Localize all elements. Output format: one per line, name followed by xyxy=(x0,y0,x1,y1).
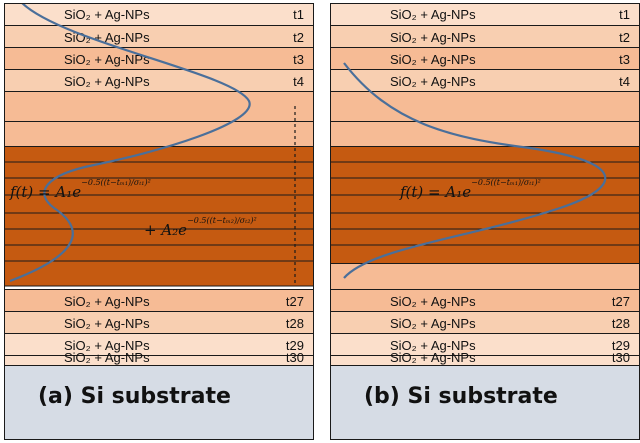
layer-t3: SiO₂ + Ag-NPs t3 xyxy=(4,47,314,69)
formula-base-2: + A₂e xyxy=(144,221,188,239)
dense-core-layers xyxy=(4,146,314,286)
layer-label: SiO₂ + Ag-NPs xyxy=(390,294,476,309)
formula-exponent-1: −0.5((t−tₘ₁)/σₜ₁)² xyxy=(81,178,151,187)
layer-divider xyxy=(4,121,314,122)
layer-label: SiO₂ + Ag-NPs xyxy=(64,316,150,331)
layer-tag: t27 xyxy=(611,294,630,309)
layer-label: SiO₂ + Ag-NPs xyxy=(64,7,150,22)
layer-t2: SiO₂ + Ag-NPs t2 xyxy=(4,25,314,47)
layer-tag: t1 xyxy=(293,7,304,22)
layer-tag: t30 xyxy=(611,350,630,365)
layer-tag: t29 xyxy=(611,338,630,353)
layer-t27: SiO₂ + Ag-NPs t27 xyxy=(4,289,314,311)
layer-t29: SiO₂ + Ag-NPs t29 xyxy=(330,333,640,355)
intermediate-layers xyxy=(4,91,314,146)
distribution-curve xyxy=(9,3,251,283)
layer-tag: t4 xyxy=(293,74,304,89)
layer-tag: t28 xyxy=(285,316,304,331)
layer-t30: SiO₂ + Ag-NPs t30 xyxy=(4,350,314,365)
panel-a: SiO₂ + Ag-NPs t1 SiO₂ + Ag-NPs t2 SiO₂ +… xyxy=(4,3,314,440)
formula-exponent-1: −0.5((t−tₘ₁)/σₜ₁)² xyxy=(471,178,541,187)
layer-label: SiO₂ + Ag-NPs xyxy=(64,74,150,89)
distribution-curve xyxy=(343,62,607,279)
substrate-label: (b) Si substrate xyxy=(364,384,558,409)
layer-label: SiO₂ + Ag-NPs xyxy=(64,30,150,45)
formula-exponent-2: −0.5((t−tₘ₂)/σₜ₂)² xyxy=(187,216,257,225)
layer-label: SiO₂ + Ag-NPs xyxy=(390,338,476,353)
si-substrate: (a) Si substrate xyxy=(4,365,314,440)
layer-tag: t2 xyxy=(619,30,630,45)
si-substrate: (b) Si substrate xyxy=(330,365,640,440)
layer-t1: SiO₂ + Ag-NPs t1 xyxy=(4,3,314,25)
layer-tag: t3 xyxy=(293,52,304,67)
layer-tag: t29 xyxy=(285,338,304,353)
formula-base-1: f(t) = A₁e xyxy=(10,183,82,201)
layer-divider xyxy=(330,121,640,122)
formula-term-1: f(t) = A₁e−0.5((t−tₘ₁)/σₜ₁)² xyxy=(400,178,541,201)
layer-t4: SiO₂ + Ag-NPs t4 xyxy=(330,69,640,91)
substrate-label: (a) Si substrate xyxy=(38,384,231,409)
layer-label: SiO₂ + Ag-NPs xyxy=(64,294,150,309)
dense-core-layers xyxy=(330,146,640,263)
layer-tag: t3 xyxy=(619,52,630,67)
layer-tag: t4 xyxy=(619,74,630,89)
layer-t28: SiO₂ + Ag-NPs t28 xyxy=(4,311,314,333)
formula-base-1: f(t) = A₁e xyxy=(400,183,472,201)
layer-label: SiO₂ + Ag-NPs xyxy=(390,30,476,45)
layer-label: SiO₂ + Ag-NPs xyxy=(64,52,150,67)
layer-label: SiO₂ + Ag-NPs xyxy=(390,52,476,67)
layer-label: SiO₂ + Ag-NPs xyxy=(390,350,476,365)
layer-label: SiO₂ + Ag-NPs xyxy=(390,316,476,331)
layer-t30: SiO₂ + Ag-NPs t30 xyxy=(330,350,640,365)
layer-t28: SiO₂ + Ag-NPs t28 xyxy=(330,311,640,333)
layer-label: SiO₂ + Ag-NPs xyxy=(64,338,150,353)
layer-label: SiO₂ + Ag-NPs xyxy=(390,74,476,89)
layer-tag: t30 xyxy=(285,350,304,365)
layer-label: SiO₂ + Ag-NPs xyxy=(64,350,150,365)
layer-tag: t1 xyxy=(619,7,630,22)
layer-tag: t27 xyxy=(285,294,304,309)
layer-t4: SiO₂ + Ag-NPs t4 xyxy=(4,69,314,91)
layer-t27: SiO₂ + Ag-NPs t27 xyxy=(330,289,640,311)
layer-t3: SiO₂ + Ag-NPs t3 xyxy=(330,47,640,69)
layer-tag: t28 xyxy=(611,316,630,331)
formula-term-2: + A₂e−0.5((t−tₘ₂)/σₜ₂)² xyxy=(144,216,257,239)
layer-label: SiO₂ + Ag-NPs xyxy=(390,7,476,22)
formula-term-1: f(t) = A₁e−0.5((t−tₘ₁)/σₜ₁)² xyxy=(10,178,151,201)
layer-lines-and-distribution xyxy=(4,3,314,287)
intermediate-layers-lower xyxy=(330,263,640,289)
layer-lines-and-distribution xyxy=(330,62,640,279)
layer-t1: SiO₂ + Ag-NPs t1 xyxy=(330,3,640,25)
panel-b: SiO₂ + Ag-NPs t1 SiO₂ + Ag-NPs t2 SiO₂ +… xyxy=(330,3,640,440)
layer-t2: SiO₂ + Ag-NPs t2 xyxy=(330,25,640,47)
layer-t29: SiO₂ + Ag-NPs t29 xyxy=(4,333,314,355)
layer-tag: t2 xyxy=(293,30,304,45)
